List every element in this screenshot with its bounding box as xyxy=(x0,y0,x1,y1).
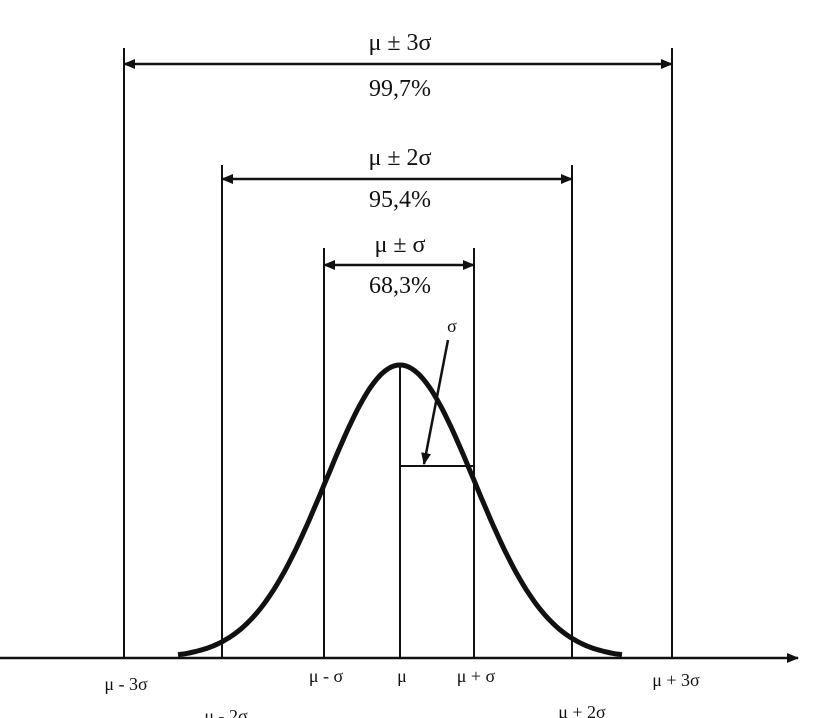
axis-label-mu-minus-sigma: μ - σ xyxy=(309,666,344,686)
interval-label-3sigma: μ ± 3σ xyxy=(369,30,432,56)
interval-percent-1sigma: 68,3% xyxy=(369,273,431,299)
sigma-label: σ xyxy=(447,316,457,336)
interval-percent-3sigma: 99,7% xyxy=(369,76,431,102)
bell-curve xyxy=(177,362,623,658)
axis-label-mu-plus-sigma: μ + σ xyxy=(457,666,496,686)
axis-label-mu-plus-3sigma: μ + 3σ xyxy=(652,670,700,690)
interval-label-1sigma: μ ± σ xyxy=(375,232,426,258)
axis-label-mu-minus-3sigma: μ - 3σ xyxy=(104,674,148,694)
axis-label-mu: μ xyxy=(397,666,407,686)
axis-label-mu-minus-2sigma: μ - 2σ xyxy=(204,706,248,718)
interval-percent-2sigma: 95,4% xyxy=(369,187,431,213)
interval-label-2sigma: μ ± 2σ xyxy=(369,145,432,171)
axis-label-mu-plus-2sigma: μ + 2σ xyxy=(558,702,606,718)
